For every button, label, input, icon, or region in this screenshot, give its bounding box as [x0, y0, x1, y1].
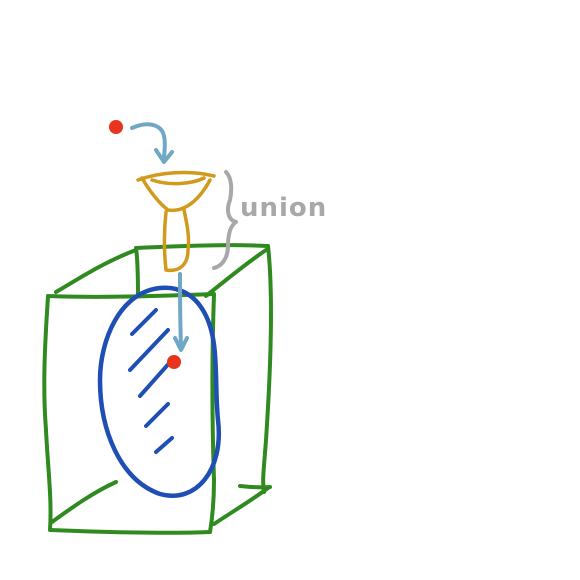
cube-front-face	[42, 292, 216, 535]
cube-edge-top-left	[54, 248, 138, 294]
cube-edge-bottom-right	[212, 486, 270, 526]
cube-edge-top-right	[204, 248, 268, 298]
red-dot-bottom	[167, 355, 181, 369]
curved-arrow-icon	[130, 122, 167, 162]
funnel-stem	[162, 208, 191, 273]
red-dot-top	[109, 120, 123, 134]
curly-brace-icon	[212, 170, 238, 270]
oval-hatching	[128, 308, 174, 454]
cube-edge-bottom-back	[238, 484, 272, 490]
funnel-shape	[136, 170, 216, 273]
cube-edge-bottom-left	[50, 480, 118, 524]
wireframe-cube	[42, 243, 274, 535]
union-label: union	[240, 193, 327, 223]
curved-arrow-head	[154, 148, 174, 164]
down-arrow-head	[173, 336, 189, 352]
blue-oval-shape	[97, 285, 222, 498]
down-arrow-icon	[178, 272, 183, 348]
funnel-top	[136, 170, 216, 213]
blue-oval	[97, 285, 222, 498]
cube-back-face	[134, 243, 274, 494]
